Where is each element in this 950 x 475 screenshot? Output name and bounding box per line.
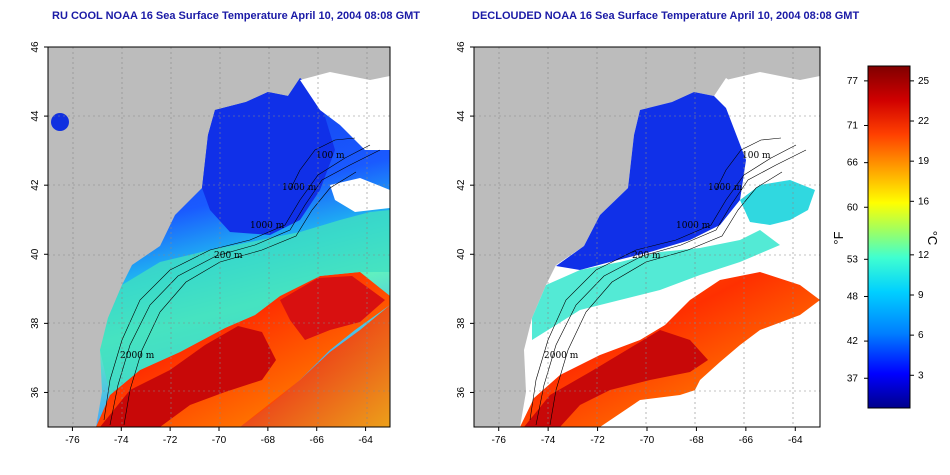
celsius-ticks: 25 22 19 16 12 9 6 3 — [910, 76, 930, 381]
x-tick-label: -64 — [358, 435, 373, 446]
x-tick-label: -74 — [541, 435, 556, 446]
fahrenheit-unit-label: °F — [831, 231, 846, 244]
celsius-tick-label: 9 — [918, 290, 924, 301]
right-grid — [474, 47, 820, 427]
coastal-water-patch — [51, 113, 69, 131]
contour-label-100m: 100 m — [742, 151, 771, 161]
x-tick-label: -74 — [114, 435, 129, 446]
left-map-title: RU COOL NOAA 16 Sea Surface Temperature … — [52, 10, 421, 22]
y-tick-label: 46 — [456, 41, 467, 53]
cloud-patch-northeast — [726, 72, 820, 150]
fahrenheit-tick-label: 48 — [847, 291, 859, 302]
contour-label-100m: 100 m — [316, 151, 345, 161]
celsius-tick-label: 12 — [918, 250, 930, 261]
fahrenheit-tick-label: 53 — [847, 254, 859, 265]
fahrenheit-tick-label: 71 — [847, 120, 859, 131]
contour-label-1000m: 1000 m — [708, 183, 743, 193]
x-tick-label: -72 — [163, 435, 178, 446]
right-axis-ticks: -76 -74 -72 -70 -68 -66 -64 36 38 40 42 44 46 — [456, 41, 803, 446]
contour-label-2000m: 2000 m — [544, 351, 579, 361]
colorbar-gradient — [867, 65, 911, 409]
y-tick-label: 38 — [456, 317, 467, 329]
y-tick-label: 40 — [456, 248, 467, 260]
contour-label-2000m: 2000 m — [120, 351, 155, 361]
contour-label-200m: 200 m — [632, 251, 661, 261]
right-map-title: DECLOUDED NOAA 16 Sea Surface Temperatur… — [472, 10, 860, 22]
y-tick-label: 36 — [30, 386, 41, 398]
temperature-colorbar: 77 71 66 60 53 48 42 37 25 22 19 16 12 9 6 3 °F °C — [831, 65, 940, 409]
warm-eddy — [280, 276, 385, 340]
contour-label-1000m: 1000 m — [282, 183, 317, 193]
coastal-slope-water — [532, 230, 780, 340]
x-tick-label: -66 — [739, 435, 754, 446]
y-tick-label: 44 — [456, 110, 467, 122]
y-tick-label: 42 — [30, 179, 41, 191]
x-tick-label: -70 — [212, 435, 227, 446]
cloud-patch-east — [330, 178, 390, 212]
y-tick-label: 36 — [456, 386, 467, 398]
left-axis-ticks: -76 -74 -72 -70 -68 -66 -64 36 38 40 42 44 46 — [30, 41, 373, 446]
celsius-tick-label: 25 — [918, 76, 930, 87]
x-tick-label: -72 — [590, 435, 605, 446]
x-tick-label: -64 — [788, 435, 803, 446]
celsius-unit-label: °C — [925, 231, 940, 246]
contour-label-200m: 200 m — [214, 251, 243, 261]
left-grid — [48, 47, 390, 427]
x-tick-label: -70 — [640, 435, 655, 446]
x-tick-label: -66 — [309, 435, 324, 446]
y-tick-label: 46 — [30, 41, 41, 53]
gulf-stream-main-axis — [100, 326, 276, 427]
celsius-tick-label: 19 — [918, 156, 930, 167]
cloud-patch-northeast — [300, 72, 390, 150]
y-tick-label: 38 — [30, 317, 41, 329]
x-tick-label: -68 — [261, 435, 276, 446]
celsius-tick-label: 22 — [918, 116, 930, 127]
cold-shelf-water — [556, 92, 746, 270]
celsius-tick-label: 6 — [918, 330, 924, 341]
right-map-panel: 100 m 1000 m 200 m 1000 m 2000 m -76 -74-… — [456, 41, 821, 446]
fahrenheit-tick-label: 77 — [847, 76, 859, 87]
x-tick-label: -76 — [491, 435, 506, 446]
cloud-patch-south — [240, 305, 390, 427]
eastern-slope-water — [740, 180, 815, 225]
fahrenheit-tick-label: 66 — [847, 158, 859, 169]
cloud-gaps — [600, 320, 820, 427]
y-tick-label: 44 — [30, 110, 41, 122]
contour-label-1000m-b: 1000 m — [250, 221, 285, 231]
gulf-stream-main-axis — [524, 330, 708, 427]
fahrenheit-ticks: 77 71 66 60 53 48 42 37 — [847, 76, 868, 384]
fahrenheit-tick-label: 42 — [847, 336, 859, 347]
slope-water-band — [100, 210, 390, 395]
y-tick-label: 42 — [456, 179, 467, 191]
cold-shelf-water — [202, 78, 335, 235]
fahrenheit-tick-label: 37 — [847, 373, 859, 384]
x-tick-label: -68 — [689, 435, 704, 446]
left-map-panel: 100 m 1000 m 200 m 1000 m 2000 m -76 -74-… — [30, 41, 391, 446]
celsius-tick-label: 3 — [918, 370, 924, 381]
x-tick-label: -76 — [65, 435, 80, 446]
contour-label-1000m-b: 1000 m — [676, 221, 711, 231]
celsius-tick-label: 16 — [918, 196, 930, 207]
y-tick-label: 40 — [30, 248, 41, 260]
fahrenheit-tick-label: 60 — [847, 202, 859, 213]
